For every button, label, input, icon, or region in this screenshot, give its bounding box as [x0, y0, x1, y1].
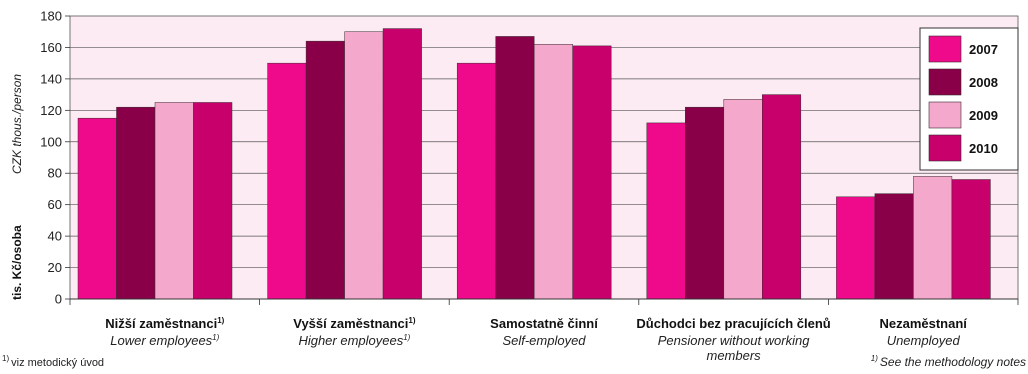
- bar-2009-1: [154, 102, 194, 300]
- footnote-right: 1) See the methodology notes: [871, 354, 1026, 369]
- bars: [77, 28, 991, 300]
- bar-2009-4: [723, 99, 763, 300]
- footnote-left-sup: 1): [2, 354, 9, 363]
- bar-2010-5: [951, 179, 991, 300]
- bar-2007-4: [646, 122, 686, 300]
- bar-2009-3: [533, 44, 573, 300]
- legend-swatch-2008: [928, 68, 962, 96]
- footnote-right-sup: 1): [871, 354, 878, 363]
- legend-swatch-2009: [928, 101, 962, 129]
- y-tick-label: 40: [48, 229, 62, 244]
- category-label-cz: Důchodci bez pracujících členů: [636, 316, 830, 331]
- legend-swatch-2007: [928, 35, 962, 63]
- bar-2008-4: [685, 106, 725, 300]
- bar-2007-1: [77, 117, 117, 300]
- footnote-right-text: See the methodology notes: [880, 355, 1026, 369]
- bar-2007-5: [836, 196, 876, 300]
- category-label-cz: Nezaměstnaní: [879, 316, 967, 331]
- y-tick-label: 120: [40, 103, 62, 118]
- bar-2007-3: [456, 62, 496, 300]
- footnote-left-text: viz metodický úvod: [11, 357, 104, 369]
- bar-2008-3: [495, 36, 535, 300]
- footnote-left: 1) viz metodický úvod: [2, 354, 104, 369]
- bar-2008-2: [305, 40, 345, 300]
- bar-2010-1: [193, 102, 233, 300]
- category-label-en: Self-employed: [502, 333, 586, 348]
- legend: 2007 2008 2009 2010: [919, 27, 1019, 171]
- x-axis: [69, 298, 1019, 305]
- y-tick-label: 140: [40, 71, 62, 86]
- legend-label: 2010: [969, 141, 998, 156]
- bar-2008-5: [874, 193, 914, 300]
- bar-2009-2: [344, 31, 384, 300]
- category-label-en: Lower employees1): [110, 333, 219, 348]
- bar-2010-3: [572, 45, 612, 300]
- category-label-en: Unemployed: [887, 333, 961, 348]
- legend-label: 2008: [969, 75, 998, 90]
- y-axis-label-cz: tis. Kč/osoba: [10, 225, 24, 300]
- y-axis-label-en: CZK thous./person: [10, 74, 24, 174]
- y-axis-ticks: 0 20 40 60 80 100 120 140 160 180: [40, 9, 70, 307]
- y-tick-label: 0: [55, 292, 62, 307]
- category-label-cz: Nižší zaměstnanci1): [105, 316, 224, 331]
- y-tick-label: 60: [48, 197, 62, 212]
- category-label-cz: Samostatně činní: [490, 316, 598, 331]
- category-label-en: Higher employees1): [298, 333, 410, 348]
- y-tick-label: 20: [48, 260, 62, 275]
- svg-text:1)See the methodology notes: 1) See the methodology notes: [871, 354, 1026, 369]
- legend-label: 2007: [969, 42, 998, 57]
- legend-swatch-2010: [928, 134, 962, 162]
- bar-2010-4: [762, 94, 802, 300]
- y-tick-label: 160: [40, 40, 62, 55]
- category-label-en: Pensioner without working: [658, 333, 811, 348]
- legend-label: 2009: [969, 108, 998, 123]
- bar-2009-5: [913, 176, 953, 300]
- y-tick-label: 180: [40, 9, 62, 24]
- y-tick-label: 100: [40, 134, 62, 149]
- y-tick-label: 80: [48, 166, 62, 181]
- bar-2010-2: [382, 28, 422, 300]
- svg-text:1)viz metodický úvod: 1) viz metodický úvod: [2, 354, 104, 369]
- category-label-cz: Vyšší zaměstnanci1): [293, 316, 416, 331]
- category-labels: Nižší zaměstnanci1) Lower employees1) Vyšš…: [105, 316, 967, 363]
- bar-2008-1: [116, 106, 156, 300]
- category-label-en: members: [707, 348, 762, 363]
- bar-2007-2: [267, 62, 307, 300]
